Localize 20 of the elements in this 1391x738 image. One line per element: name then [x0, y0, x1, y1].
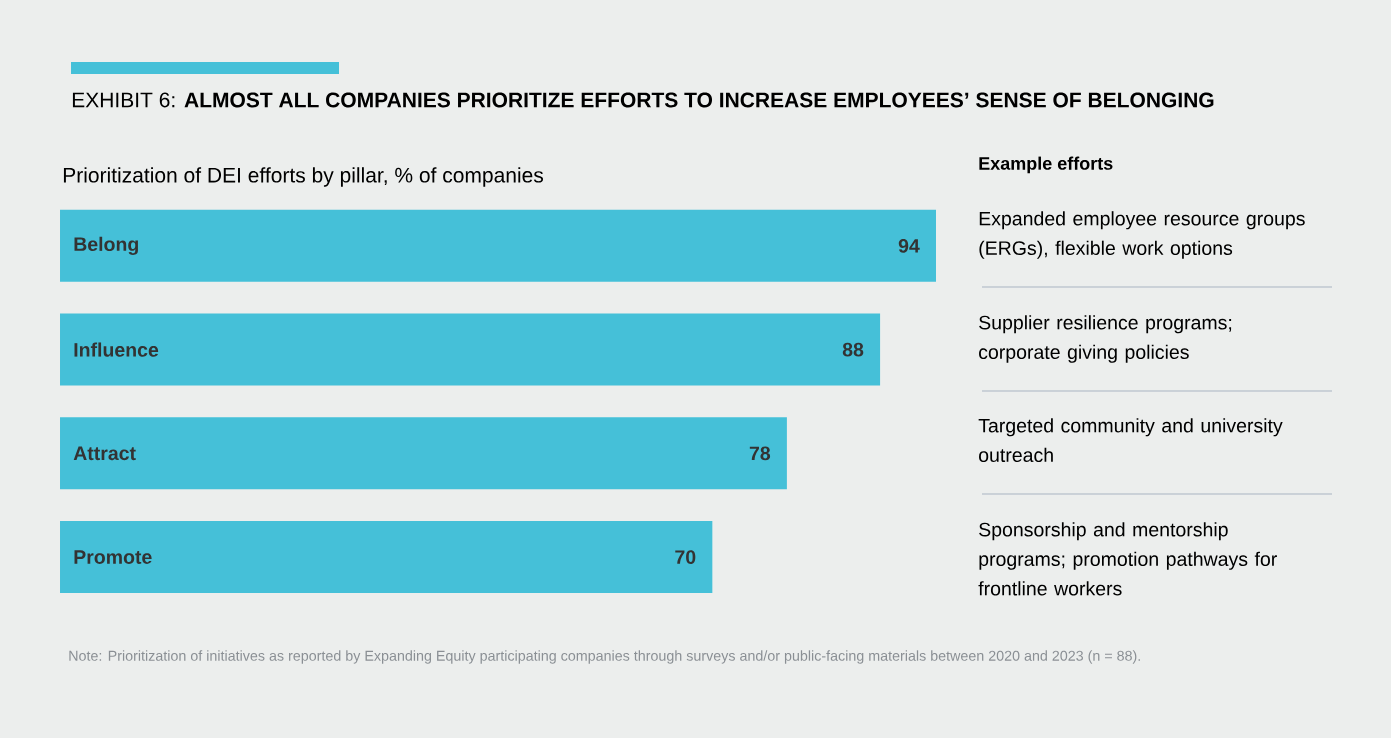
bar — [60, 417, 787, 490]
y-tick-label: Attract — [73, 446, 136, 461]
bar — [60, 313, 881, 386]
data-label: 70 — [675, 550, 696, 565]
chart-title: EXHIBIT 6: ALMOST ALL COMPANIES PRIORITIZE EFFORTS TO INCREASE EMPLOYEES’ SENSE OF BELONGING — [72, 92, 1214, 108]
text: Expanded employee resource groups (ERGs), flexible work options — [979, 211, 1305, 259]
text: Supplier resilience programs; corporate giving policies — [979, 315, 1232, 363]
bar — [60, 209, 936, 282]
text: Sponsorship and mentorship programs; promotion pathways for frontline workers — [978, 522, 1277, 596]
data-label: 78 — [749, 446, 771, 461]
text: Example efforts — [979, 156, 1113, 174]
data-label: 94 — [898, 238, 920, 253]
data-label: 88 — [842, 342, 864, 357]
text: Targeted community and university outreach — [978, 418, 1283, 462]
y-tick-label: Influence — [74, 342, 159, 357]
y-tick-label: Promote — [74, 550, 152, 564]
chart-subtitle: Prioritization of DEI efforts by pillar, % of companies — [63, 167, 544, 187]
bar — [60, 521, 713, 594]
text: Note: Prioritization of initiatives as reported by Expanding Equity participating companies through surveys and/or public-facing materials between 2020 and 2023 (n = 88). — [69, 650, 1140, 664]
y-tick-label: Belong — [74, 236, 138, 255]
